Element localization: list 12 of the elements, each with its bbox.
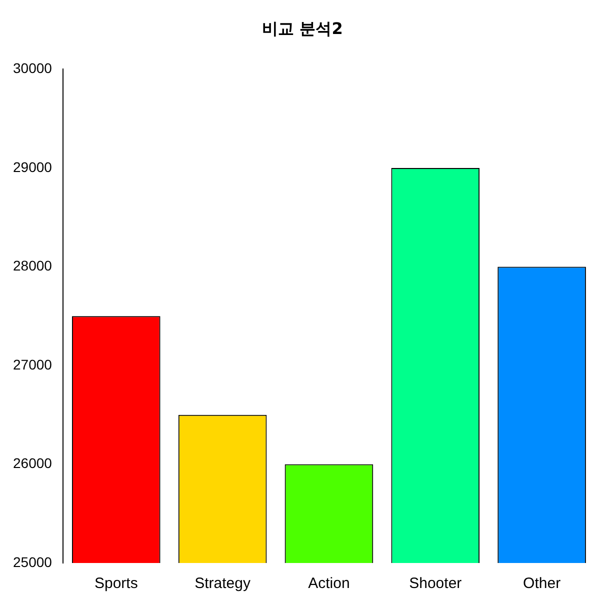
x-tick-label: Other — [523, 575, 561, 592]
chart-title: 비교 분석2 — [262, 18, 343, 38]
x-tick-label: Sports — [94, 575, 138, 592]
y-tick-label: 26000 — [12, 455, 52, 472]
y-tick-label: 28000 — [12, 258, 52, 274]
x-tick-label: Action — [308, 575, 350, 592]
x-tick-label: Strategy — [194, 575, 251, 592]
y-tick-label: 30000 — [12, 60, 52, 76]
x-tick-label: Shooter — [409, 575, 462, 592]
y-tick-label: 25000 — [12, 554, 52, 570]
y-tick-label: 27000 — [12, 356, 52, 372]
y-tick-label: 29000 — [12, 158, 52, 175]
